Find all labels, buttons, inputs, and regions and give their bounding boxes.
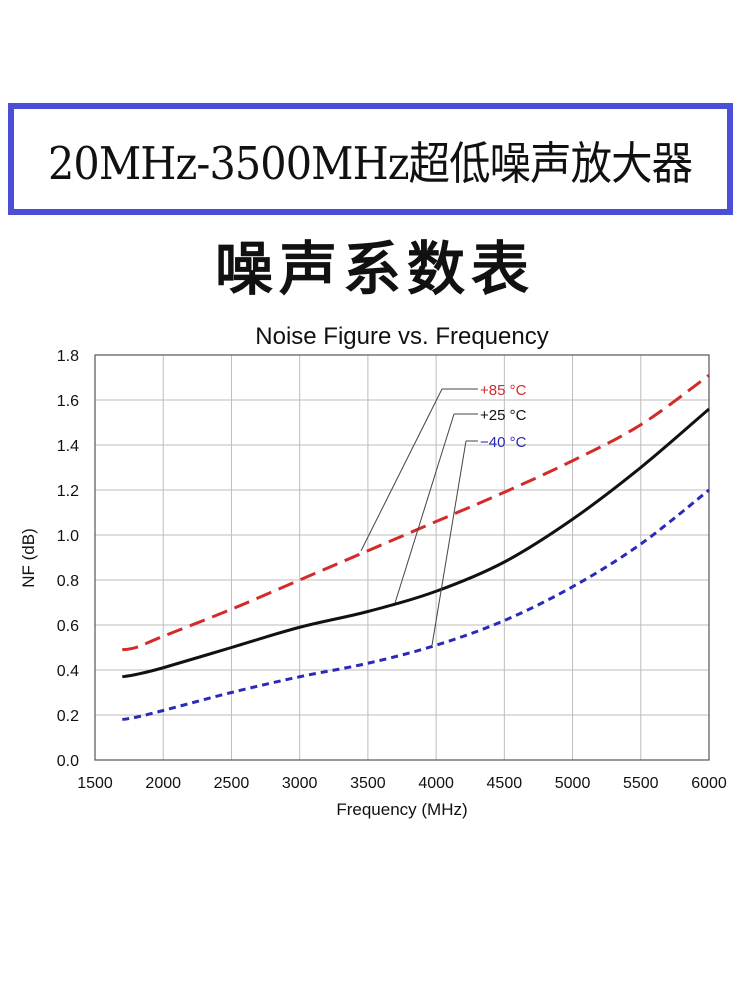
y-tick-label: 0.2 <box>57 708 79 725</box>
y-tick-label: 1.4 <box>57 438 79 455</box>
y-tick-label: 1.0 <box>57 528 79 545</box>
annotation-leader <box>394 413 455 603</box>
page-subtitle: 噪声系数表 <box>214 235 535 303</box>
x-tick-label: 4500 <box>487 775 523 792</box>
y-tick-label: 1.6 <box>57 393 79 410</box>
annotation-label: −40 °C <box>480 434 527 451</box>
x-axis-label: Frequency (MHz) <box>336 800 467 819</box>
chart-grid <box>94 354 710 761</box>
y-tick-label: 1.2 <box>57 483 79 500</box>
annotation-label: +25 °C <box>480 407 527 424</box>
series-line-1 <box>122 407 710 679</box>
x-axis-ticks: 1500 2000 2500 3000 3500 4000 4500 5000 5500 6000 <box>77 775 727 792</box>
x-tick-label: 5500 <box>623 775 659 792</box>
x-tick-label: 6000 <box>691 775 727 792</box>
y-axis-ticks: 0.0 0.2 0.4 0.6 0.8 1.0 1.2 1.4 1.6 1.8 <box>57 348 79 770</box>
series-group <box>122 374 710 721</box>
annotation-leader <box>360 388 443 551</box>
series-line-2 <box>122 488 710 721</box>
annotation-group: +85 °C +25 °C −40 °C <box>360 382 527 646</box>
noise-figure-chart: Noise Figure vs. Frequency 0.00.20.40.60… <box>19 323 727 819</box>
y-axis-label: NF (dB) <box>19 528 38 588</box>
banner-title: 20MHz-3500MHz超低噪声放大器 <box>48 136 693 190</box>
x-tick-label: 4000 <box>418 775 454 792</box>
y-tick-label: 0.0 <box>57 753 79 770</box>
chart-title: Noise Figure vs. Frequency <box>255 323 548 350</box>
y-tick-label: 0.8 <box>57 573 79 590</box>
y-tick-label: 0.6 <box>57 618 79 635</box>
x-tick-label: 2000 <box>145 775 181 792</box>
x-tick-label: 3500 <box>350 775 386 792</box>
x-tick-label: 1500 <box>77 775 113 792</box>
x-tick-label: 5000 <box>555 775 591 792</box>
y-tick-label: 1.8 <box>57 348 79 365</box>
title-banner: 20MHz-3500MHz超低噪声放大器 <box>8 103 733 215</box>
plot-frame <box>94 354 710 761</box>
x-tick-label: 3000 <box>282 775 318 792</box>
series-line-0 <box>122 374 710 652</box>
y-tick-label: 0.4 <box>57 663 79 680</box>
x-tick-label: 2500 <box>214 775 250 792</box>
annotation-label: +85 °C <box>480 382 527 399</box>
annotation-leader <box>431 440 467 646</box>
